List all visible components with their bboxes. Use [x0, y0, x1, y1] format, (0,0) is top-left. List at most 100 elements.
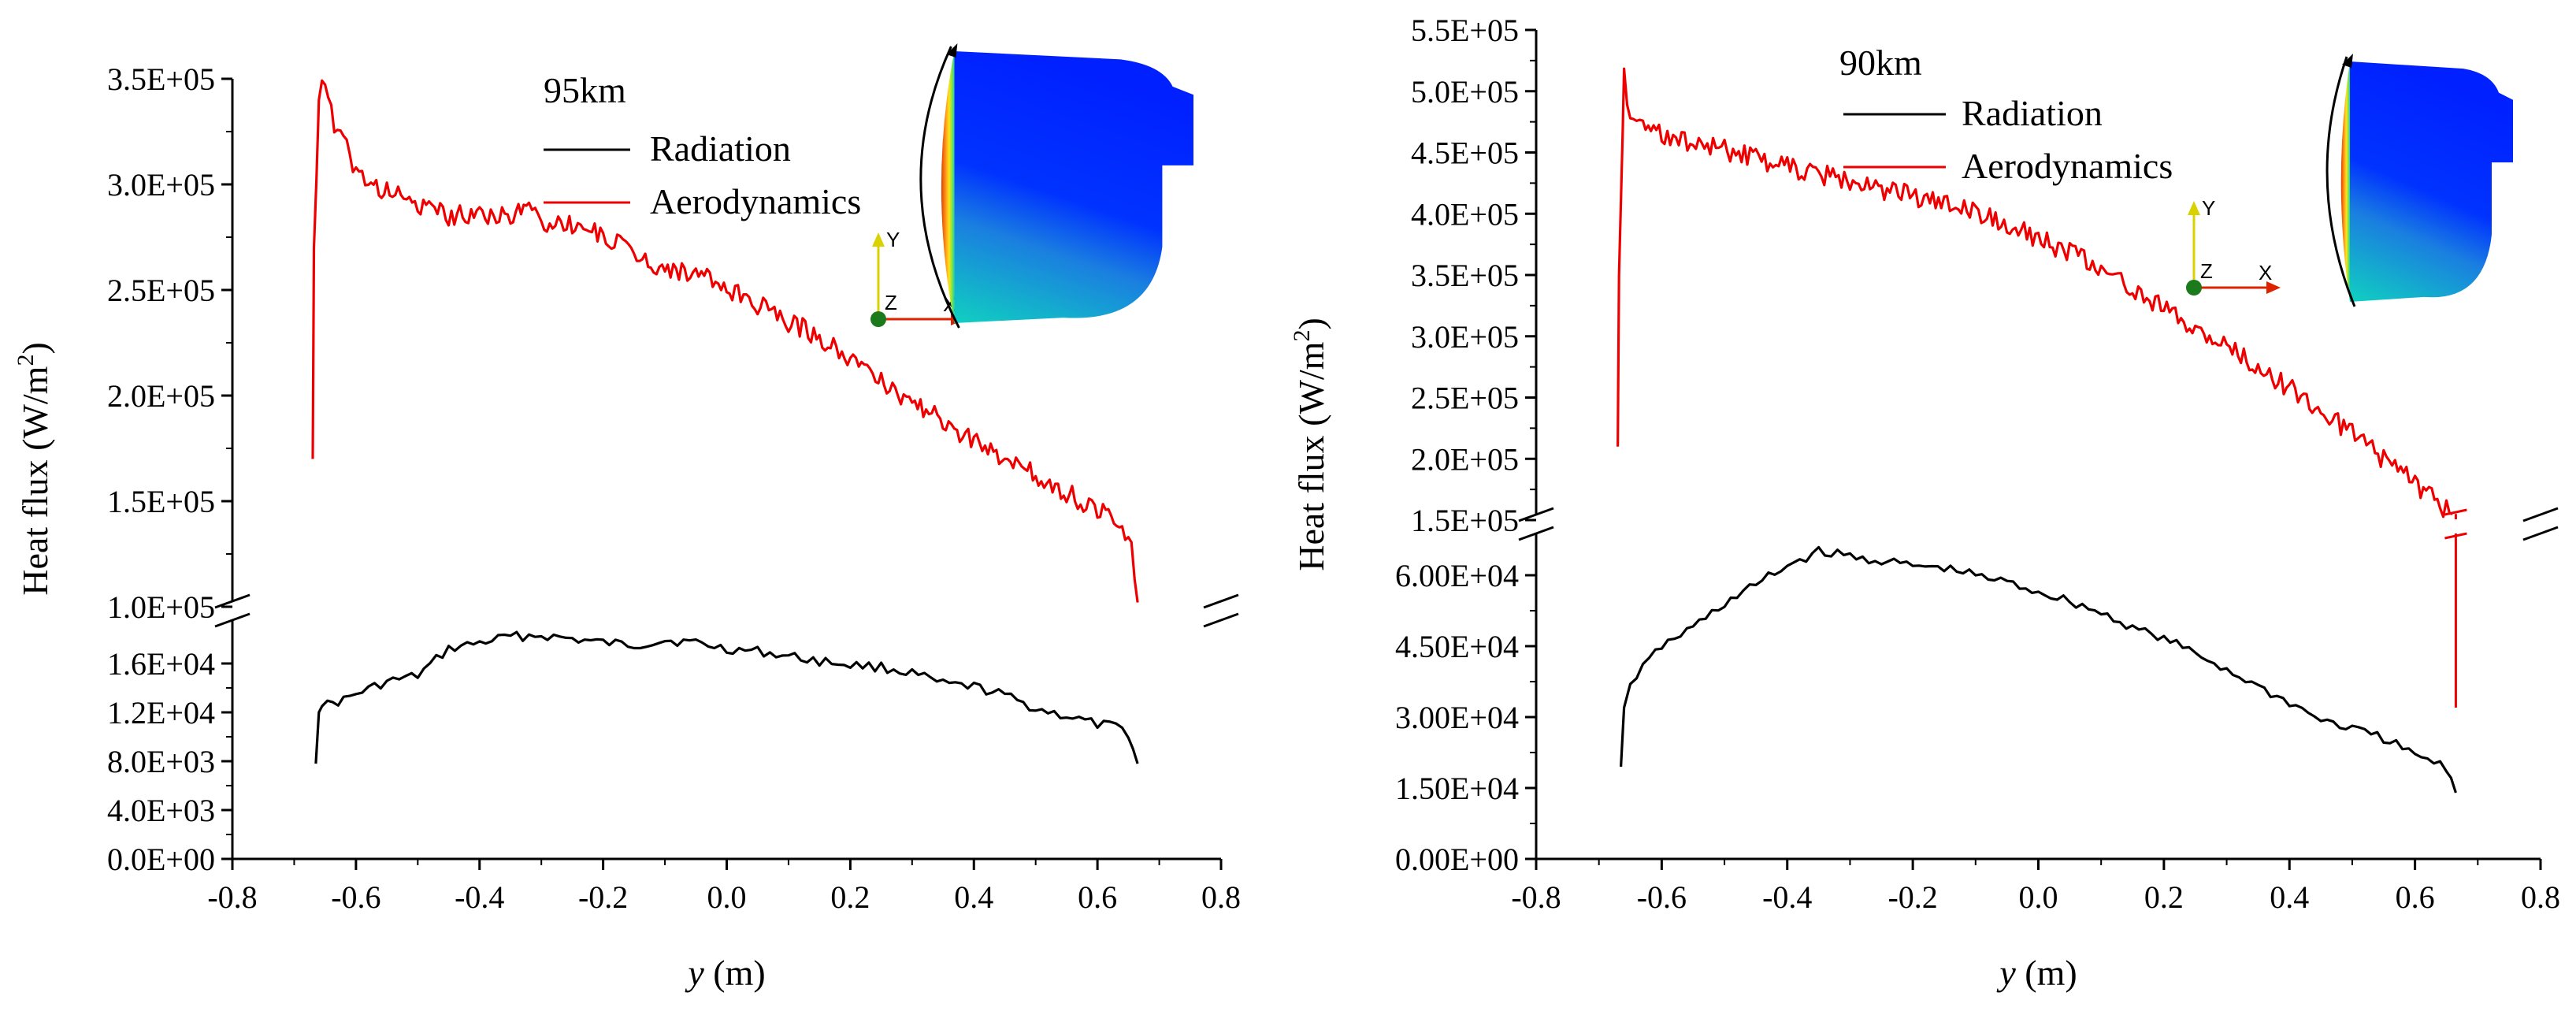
y-tick-label-lower: 3.00E+04	[1395, 700, 1519, 735]
x-axis-title: y (m)	[1996, 953, 2077, 993]
capsule-body-contour	[954, 51, 1193, 323]
x-tick-label: 0.2	[830, 879, 870, 915]
triad-z-origin	[870, 311, 886, 327]
y-tick-label-upper: 1.5E+05	[107, 484, 215, 519]
triad-x-letter: X	[2259, 261, 2272, 284]
x-tick-label: -0.2	[1887, 879, 1937, 915]
chart-1: -0.8 -0.6 -0.4 -0.2 0.0 0.2 0.4 0.6 0.8 1.5E+05 2.…	[1289, 13, 2560, 993]
series-line-aerodynamics	[1616, 67, 2453, 519]
y-tick-label-upper: 2.5E+05	[107, 273, 215, 308]
y-tick-label-lower: 1.6E+04	[107, 646, 215, 682]
shield-arc-arrow	[919, 46, 960, 329]
legend-label-aerodynamics: Aerodynamics	[650, 181, 861, 221]
y-tick-label-lower: 4.50E+04	[1395, 629, 1519, 664]
axis-break-mark	[214, 593, 251, 609]
heat-shield-contour	[941, 51, 955, 323]
triad-x-arrow	[2266, 281, 2281, 294]
aero-tail-break	[2444, 508, 2467, 516]
y-tick-label-upper: 3.0E+05	[1411, 319, 1519, 355]
axis-break-mask	[2522, 515, 2559, 533]
y-tick-label-upper: 4.5E+05	[1411, 136, 1519, 171]
axis-break-mask	[213, 601, 251, 620]
x-axis-title-var: y	[685, 953, 704, 993]
x-tick-label: -0.6	[331, 879, 380, 915]
y-tick-label-lower: 1.50E+04	[1395, 771, 1519, 806]
x-tick-label: -0.2	[578, 879, 628, 915]
x-tick-label: -0.4	[1762, 879, 1812, 915]
shield-arc-arrow	[2325, 56, 2356, 307]
triad-y-arrow	[2188, 201, 2200, 215]
y-tick-label-upper: 5.5E+05	[1411, 13, 1519, 48]
y-axis-title-close: )	[15, 342, 55, 354]
y-tick-label-upper: 2.5E+05	[1411, 381, 1519, 416]
x-tick-label: 0.8	[1201, 879, 1241, 915]
y-tick-label-upper: 2.0E+05	[1411, 441, 1519, 477]
y-tick-label-lower: 0.0E+00	[107, 842, 215, 877]
triad-z-letter: Z	[885, 291, 897, 314]
y-axis-title-sup: 2	[1289, 330, 1315, 342]
y-axis-title: Heat flux (W/m2)	[13, 342, 55, 596]
y-tick-label-lower: 6.00E+04	[1395, 558, 1519, 593]
y-tick-label-upper: 3.5E+05	[1411, 258, 1519, 293]
axis-break-mark	[1518, 507, 1554, 522]
x-tick-label: 0.4	[954, 879, 993, 915]
y-axis-title: Heat flux (W/m2)	[1289, 318, 1331, 571]
y-tick-label-lower: 1.2E+04	[107, 695, 215, 730]
y-tick-label-lower: 0.00E+00	[1395, 842, 1519, 877]
shield-arc-arrowhead	[2342, 54, 2353, 68]
y-tick-label-upper: 4.0E+05	[1411, 196, 1519, 232]
x-tick-label: 0.6	[2396, 879, 2435, 915]
triad-y-letter: Y	[2202, 196, 2215, 220]
axis-break-mark	[1518, 526, 1554, 541]
series-line-radiation	[314, 630, 1139, 764]
shield-arc-arrowhead	[946, 43, 958, 58]
chart-0: -0.8 -0.6 -0.4 -0.2 0.0 0.2 0.4 0.6 0.8 1.0E+05 1.…	[13, 43, 1241, 993]
x-tick-label: 0.4	[2270, 879, 2309, 915]
series-line-aerodynamics	[311, 79, 1139, 603]
legend-label-radiation: Radiation	[1962, 93, 2103, 133]
heat-shield-contour	[2340, 61, 2350, 302]
series-line-radiation	[1620, 545, 2457, 794]
triad-y-letter: Y	[886, 228, 900, 251]
altitude-annotation: 95km	[544, 70, 626, 110]
x-tick-label: 0.2	[2144, 879, 2184, 915]
y-tick-label-upper: 3.5E+05	[107, 61, 215, 97]
y-tick-label-upper: 1.5E+05	[1411, 503, 1519, 538]
y-tick-label-upper: 3.0E+05	[107, 167, 215, 203]
y-axis-title-close: )	[1291, 318, 1331, 329]
y-tick-label-upper: 2.0E+05	[107, 378, 215, 414]
x-tick-label: 0.8	[2521, 879, 2560, 915]
triad-y-arrow	[872, 232, 885, 247]
x-tick-label: 0.0	[2019, 879, 2058, 915]
y-axis-title-sup: 2	[13, 355, 39, 366]
x-tick-label: -0.4	[455, 879, 504, 915]
capsule-body-contour	[2350, 61, 2513, 302]
axis-break-mark	[2522, 526, 2559, 541]
axis-break-mask	[1202, 601, 1240, 620]
x-axis-title-var: y	[1996, 953, 2016, 993]
x-tick-label: 0.6	[1078, 879, 1117, 915]
y-axis-title-text: Heat flux (W/m	[1291, 341, 1331, 571]
triad-z-origin	[2186, 280, 2202, 295]
axis-break-mark	[2522, 507, 2559, 522]
x-axis-title-unit: (m)	[2016, 953, 2077, 993]
axis-break-mark	[1203, 593, 1239, 609]
altitude-annotation: 90km	[1839, 43, 1922, 83]
x-axis-title-unit: (m)	[704, 953, 766, 993]
x-tick-label: -0.8	[207, 879, 257, 915]
legend-label-radiation: Radiation	[650, 128, 791, 169]
x-tick-label: 0.0	[707, 879, 747, 915]
x-tick-label: -0.8	[1511, 879, 1561, 915]
y-tick-label-lower: 8.0E+03	[107, 744, 215, 779]
axis-break-mark	[214, 612, 251, 628]
y-tick-label-lower: 4.0E+03	[107, 793, 215, 828]
triad-z-letter: Z	[2200, 259, 2213, 283]
legend-label-aerodynamics: Aerodynamics	[1962, 146, 2173, 186]
x-axis-title: y (m)	[685, 953, 765, 993]
x-tick-label: -0.6	[1637, 879, 1687, 915]
y-tick-label-upper: 5.0E+05	[1411, 74, 1519, 110]
y-tick-label-upper: 1.0E+05	[107, 589, 215, 625]
axis-break-mask	[1517, 515, 1555, 533]
